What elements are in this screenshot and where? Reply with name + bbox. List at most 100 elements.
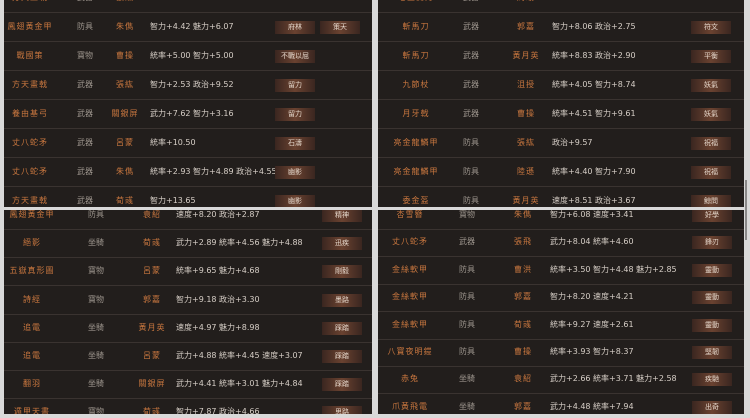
- item-name: 金絲軟甲: [392, 319, 428, 329]
- skill-tag-button[interactable]: 不戰以屈: [275, 50, 315, 63]
- item-owner: 郭嘉: [514, 401, 532, 411]
- equipment-row[interactable]: 亮金龍鱗甲 防具 陸遜 統率+4.40 智力+7.90 祝福: [378, 158, 744, 187]
- skill-tag-button[interactable]: 鯨問: [691, 195, 731, 207]
- skill-tag-button[interactable]: 平衡: [691, 50, 731, 63]
- skill-tag-button[interactable]: 出奇: [692, 400, 732, 414]
- item-type: 武器: [463, 0, 479, 12]
- equipment-row[interactable]: 爪黃飛電 坐騎 郭嘉 武力+4.48 統率+7.94 出奇: [378, 393, 744, 414]
- item-owner: 袁紹: [143, 210, 161, 219]
- item-owner: 張紘: [116, 0, 134, 12]
- item-stats: 智力+4.42 魅力+6.07: [150, 22, 234, 31]
- equipment-row[interactable]: 月牙戟 武器 曹操 統率+4.51 智力+9.61 妖氣: [378, 100, 744, 129]
- item-stats: 統率+4.05 智力+8.74: [552, 80, 636, 89]
- skill-tag-button[interactable]: 幽影: [275, 166, 315, 179]
- skill-tag-button[interactable]: 思路: [322, 406, 362, 414]
- item-stats: 武力+2.66 統率+3.71 魅力+2.58: [550, 374, 677, 384]
- equipment-row[interactable]: 翻羽 坐騎 關銀屏 武力+4.41 統率+3.01 魅力+4.84 踩踏: [4, 370, 372, 400]
- equipment-row[interactable]: 鳳翅黃金甲 防具 朱儁 智力+4.42 魅力+6.07 府林 策天: [4, 13, 372, 42]
- skill-tag-button[interactable]: 石濤: [275, 137, 315, 150]
- item-stats: 智力+2.53 政治+9.52: [150, 80, 234, 89]
- item-stats: 速度+8.51 政治+3.67: [552, 196, 636, 205]
- equipment-row[interactable]: 追電 坐騎 呂蒙 武力+4.88 統率+4.45 速度+3.07 踩踏: [4, 342, 372, 371]
- equipment-row[interactable]: 金絲軟甲 防具 荀彧 統率+9.27 速度+2.61 靈動: [378, 311, 744, 340]
- equipment-row[interactable]: 丈八蛇矛 武器 朱儁 統率+2.93 智力+4.89 政治+4.55 幽影: [4, 158, 372, 187]
- equipment-row[interactable]: 丈八蛇矛 武器 張飛 武力+8.04 統率+4.60 鋒刃: [378, 228, 744, 258]
- equipment-row[interactable]: 金絲軟甲 防具 曹洪 統率+3.50 智力+4.48 魅力+2.85 靈動: [378, 256, 744, 285]
- item-name: 七星寶刀: [398, 0, 434, 12]
- item-owner: 關銀屏: [138, 379, 166, 389]
- skill-tag-button[interactable]: 靈動: [692, 263, 732, 277]
- skill-tag-button[interactable]: 墨路: [322, 293, 362, 307]
- item-type: 武器: [459, 237, 475, 247]
- skill-tag-button[interactable]: 祝福: [691, 137, 731, 150]
- skill-tag-button[interactable]: 妖氣: [691, 79, 731, 92]
- skill-tag-button[interactable]: 留力: [275, 108, 315, 121]
- item-owner: 關銀屏: [111, 109, 139, 118]
- equipment-row[interactable]: 斬馬刀 武器 郭嘉 智力+8.06 政治+2.75 符文: [378, 13, 744, 42]
- equipment-row[interactable]: 詩經 寶物 郭嘉 智力+9.18 政治+3.30 墨路: [4, 286, 372, 315]
- equipment-row[interactable]: 金絲軟甲 防具 郭嘉 智力+8.20 速度+4.21 靈動: [378, 283, 744, 313]
- equipment-row[interactable]: 方天畫戟 武器 張紘: [4, 0, 372, 13]
- item-type: 武器: [77, 138, 93, 147]
- skill-tag-button[interactable]: 祝福: [691, 166, 731, 179]
- item-owner: 呂蒙: [143, 266, 161, 276]
- skill-tag-button[interactable]: 留力: [275, 79, 315, 92]
- equipment-row[interactable]: 五嶽真形圖 寶物 呂蒙 統率+9.65 魅力+4.68 剛毅: [4, 257, 372, 287]
- item-owner: 曹洪: [514, 264, 532, 274]
- skill-tag-button[interactable]: 妖氣: [691, 108, 731, 121]
- equipment-row[interactable]: 養由基弓 武器 關銀屏 武力+7.62 智力+3.16 留力: [4, 100, 372, 129]
- skill-tag-button[interactable]: 堅韌: [692, 346, 732, 359]
- equipment-list-panel-bottom-right: 杏雪簪 寶物 朱儁 智力+6.08 速度+3.41 好學 丈八蛇矛 武器 張飛 武力+8.04 …: [378, 210, 744, 414]
- equipment-row[interactable]: 丈八蛇矛 武器 呂蒙 統率+10.50 石濤: [4, 129, 372, 158]
- item-stats: 統率+3.50 智力+4.48 魅力+2.85: [550, 264, 677, 274]
- skill-tag-button[interactable]: 剛毅: [322, 265, 362, 279]
- equipment-row[interactable]: 七星寶刀 武器 周瑜: [378, 0, 744, 13]
- item-stats: 統率+5.00 智力+5.00: [150, 51, 234, 60]
- equipment-row[interactable]: 赤兔 坐騎 袁紹 武力+2.66 統率+3.71 魅力+2.58 疾馳: [378, 365, 744, 395]
- scrollbar[interactable]: [745, 180, 747, 240]
- skill-tag-button[interactable]: 踩踏: [322, 350, 362, 363]
- item-stats: 武力+4.48 統率+7.94: [550, 401, 634, 411]
- equipment-row[interactable]: 委金盔 防具 黃月英 速度+8.51 政治+3.67 鯨問: [378, 187, 744, 207]
- skill-tag-button[interactable]: 符文: [691, 21, 731, 34]
- equipment-row[interactable]: 絕影 坐騎 荀彧 武力+2.89 統率+4.56 魅力+4.88 迅疾: [4, 229, 372, 259]
- item-type: 坐騎: [88, 238, 104, 248]
- item-owner: 黃月英: [512, 51, 540, 60]
- item-stats: 統率+2.93 智力+4.89 政治+4.55: [150, 167, 277, 176]
- skill-tag-button[interactable]: 策天: [320, 21, 360, 34]
- equipment-row[interactable]: 九節杖 武器 沮授 統率+4.05 智力+8.74 妖氣: [378, 71, 744, 100]
- skill-tag-button[interactable]: 好學: [692, 210, 732, 222]
- equipment-row[interactable]: 戰國策 寶物 曹操 統率+5.00 智力+5.00 不戰以屈: [4, 42, 372, 71]
- skill-tag-button[interactable]: 精神: [322, 210, 362, 222]
- item-name: 詩經: [23, 294, 41, 304]
- item-stats: 智力+8.06 政治+2.75: [552, 22, 636, 31]
- item-type: 坐騎: [88, 379, 104, 389]
- item-stats: 統率+9.65 魅力+4.68: [176, 266, 260, 276]
- skill-tag-button[interactable]: 踩踏: [322, 321, 362, 335]
- skill-tag-button[interactable]: 鋒刃: [692, 236, 732, 250]
- item-type: 寶物: [88, 407, 104, 414]
- skill-tag-button[interactable]: 靈動: [692, 291, 732, 305]
- item-owner: 周瑜: [517, 0, 535, 12]
- skill-tag-button[interactable]: 靈動: [692, 318, 732, 332]
- equipment-row[interactable]: 八寶夜明鎧 防具 曹操 統率+3.93 智力+8.37 堅韌: [378, 338, 744, 367]
- item-stats: 政治+9.57: [552, 138, 593, 147]
- equipment-row[interactable]: 斬馬刀 武器 黃月英 統率+8.83 政治+2.90 平衡: [378, 42, 744, 71]
- equipment-row[interactable]: 遁甲天書 寶物 荀彧 智力+7.87 政治+4.66 思路: [4, 398, 372, 414]
- item-name: 追電: [23, 322, 41, 332]
- equipment-row[interactable]: 追電 坐騎 黃月英 速度+4.97 魅力+8.98 踩踏: [4, 314, 372, 343]
- item-type: 防具: [459, 292, 475, 302]
- equipment-row[interactable]: 方天畫戟 武器 荀彧 智力+13.65 幽影: [4, 187, 372, 207]
- item-type: 武器: [463, 109, 479, 118]
- item-owner: 張紘: [116, 80, 134, 89]
- equipment-row[interactable]: 杏雪簪 寶物 朱儁 智力+6.08 速度+3.41 好學: [378, 210, 744, 230]
- equipment-row[interactable]: 方天畫戟 武器 張紘 智力+2.53 政治+9.52 留力: [4, 71, 372, 100]
- skill-tag-button[interactable]: 踩踏: [322, 378, 362, 392]
- skill-tag-button[interactable]: 迅疾: [322, 237, 362, 251]
- equipment-row[interactable]: 亮金龍鱗甲 防具 張紘 政治+9.57 祝福: [378, 129, 744, 158]
- equipment-row[interactable]: 鳳翅黃金甲 防具 袁紹 速度+8.20 政治+2.87 精神: [4, 210, 372, 230]
- skill-tag-button[interactable]: 幽影: [275, 195, 315, 207]
- item-name: 追電: [23, 351, 41, 360]
- skill-tag-button[interactable]: 府林: [275, 21, 315, 34]
- skill-tag-button[interactable]: 疾馳: [692, 373, 732, 387]
